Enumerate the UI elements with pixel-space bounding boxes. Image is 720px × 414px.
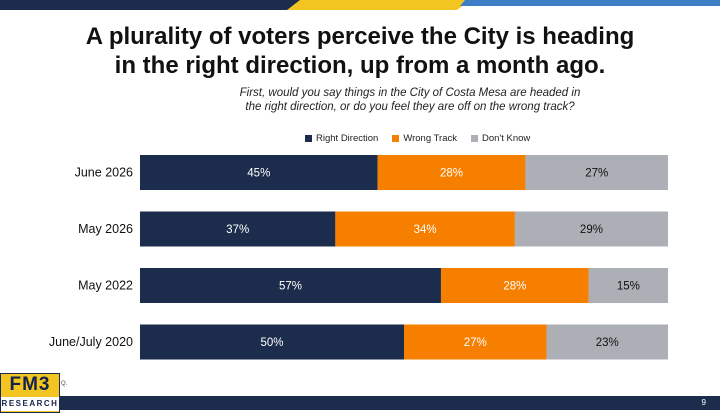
category-label: June/July 2020 <box>49 335 133 349</box>
category-label: May 2022 <box>78 279 133 293</box>
title-line-2: in the right direction, up from a month … <box>114 52 606 79</box>
data-label-right-direction: 57% <box>279 281 302 293</box>
legend-item-dont-know: Don't Know <box>471 133 530 144</box>
legend-label-right-direction: Right Direction <box>316 132 379 144</box>
stacked-bar-chart: June 2026 45% 28% 27% May 2026 37% 34% 29% May 2… <box>49 155 668 360</box>
bar-segment-wrong-track <box>440 268 589 303</box>
bar-segment-wrong-track <box>377 155 526 190</box>
question-line-1: First, would you say things in the City … <box>239 87 581 99</box>
slide-title: A plurality of voters perceive the City … <box>60 22 660 80</box>
data-label-dont-know: 23% <box>596 337 619 349</box>
bar-segment-dont-know <box>525 155 668 190</box>
data-label-dont-know: 27% <box>585 168 608 180</box>
data-label-wrong-track: 28% <box>503 281 526 293</box>
logo-wordmark: FM3 <box>9 374 51 395</box>
bar-segment-dont-know <box>546 324 668 360</box>
data-label-dont-know: 15% <box>617 281 640 293</box>
data-label-right-direction: 45% <box>247 168 270 180</box>
category-label: June 2026 <box>75 166 133 180</box>
legend-label-wrong-track: Wrong Track <box>403 132 457 144</box>
legend-item-wrong-track: Wrong Track <box>392 133 457 144</box>
chart-legend: Right Direction Wrong Track Don't Know <box>305 131 530 145</box>
title-line-1: A plurality of voters perceive the City … <box>85 23 635 50</box>
bottom-footer-band: 9 <box>60 396 720 410</box>
page-number: 9 <box>701 398 706 407</box>
footnote-label: Q. <box>61 381 68 387</box>
logo-subtext: RESEARCH <box>1 397 59 411</box>
bar-segment-right-direction <box>140 211 336 247</box>
bar-segment-right-direction <box>140 324 404 360</box>
bar-segment-dont-know <box>588 268 668 303</box>
data-label-right-direction: 37% <box>226 224 249 236</box>
bar-segment-wrong-track <box>404 324 547 360</box>
data-label-wrong-track: 28% <box>440 168 463 180</box>
bar-segment-wrong-track <box>335 211 515 247</box>
category-label: May 2026 <box>78 222 133 236</box>
bar-segment-right-direction <box>140 268 441 303</box>
question-line-2: the right direction, or do you feel they… <box>245 101 575 113</box>
legend-swatch-right-direction <box>305 134 312 142</box>
legend-label-dont-know: Don't Know <box>482 132 531 144</box>
survey-question: First, would you say things in the City … <box>150 86 670 114</box>
top-decorative-band <box>0 0 720 10</box>
data-label-wrong-track: 27% <box>464 337 487 349</box>
legend-swatch-dont-know <box>471 134 478 142</box>
fm3-research-logo: FM3 RESEARCH <box>0 373 60 413</box>
data-label-right-direction: 50% <box>260 337 283 349</box>
data-label-dont-know: 29% <box>580 224 603 236</box>
data-label-wrong-track: 34% <box>414 224 437 236</box>
bar-segment-right-direction <box>140 155 378 190</box>
bar-segment-dont-know <box>514 211 668 247</box>
legend-swatch-wrong-track <box>392 134 400 142</box>
legend-item-right-direction: Right Direction <box>305 133 378 144</box>
